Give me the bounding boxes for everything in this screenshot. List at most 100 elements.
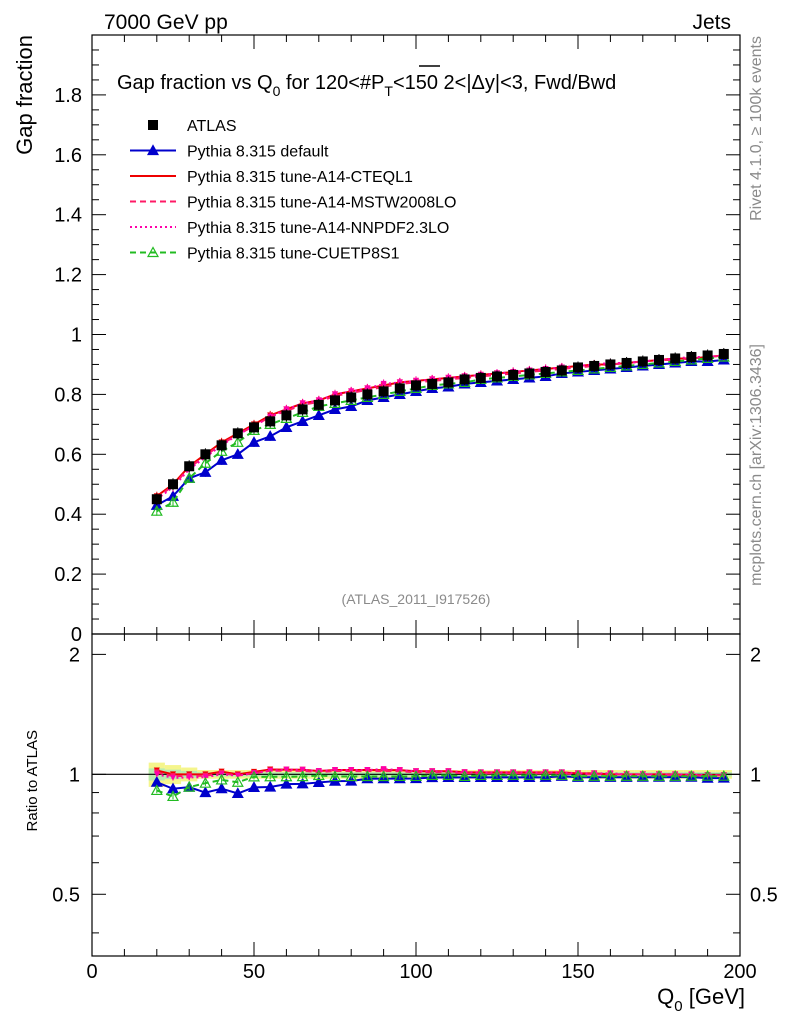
data-point <box>362 389 373 400</box>
series-point <box>380 380 387 387</box>
ratio-point <box>364 767 371 774</box>
ratio-point <box>348 767 355 774</box>
ratio-point <box>199 786 212 798</box>
y-tick-label-main: 1.2 <box>54 265 82 287</box>
data-point <box>232 428 243 439</box>
y-tick-label-main: 1.4 <box>54 205 82 227</box>
y-tick-label-main: 0.4 <box>54 504 82 526</box>
ratio-point <box>153 771 160 778</box>
ratio-point <box>312 769 325 781</box>
data-point <box>168 479 178 490</box>
ratio-point <box>474 769 487 780</box>
data-point <box>443 377 454 388</box>
data-point <box>216 440 227 451</box>
ratio-point <box>494 769 500 776</box>
data-point <box>589 360 600 371</box>
title-part-b: for 120<# <box>280 72 372 94</box>
ratio-point <box>380 766 387 773</box>
ratio-point <box>510 769 517 776</box>
data-point <box>621 357 632 368</box>
data-point <box>281 410 292 421</box>
ratio-point <box>571 770 585 781</box>
ratio-point <box>701 769 714 781</box>
ratio-point <box>558 769 565 776</box>
y-tick-label-ratio: 2 <box>69 644 80 666</box>
title-part-a: Gap fraction vs Q <box>117 72 273 94</box>
y-tick-label-main: 0.6 <box>54 444 82 466</box>
series-point <box>215 454 228 465</box>
ratio-point <box>717 769 730 781</box>
ratio-point <box>526 769 533 776</box>
ratio-point <box>215 773 228 785</box>
ratio-point <box>247 781 261 792</box>
x-tick-label: 100 <box>399 961 432 983</box>
data-point <box>508 369 519 380</box>
ratio-point <box>458 770 471 781</box>
series-line-2 <box>156 354 724 498</box>
axes: 0 50 100 150 200 0 0.2 0.4 0.6 0.8 1 1.2 1.4 1.6 1.8 0.… <box>52 34 778 983</box>
data-point <box>605 359 616 370</box>
y-tick-label-ratio-right: 1 <box>750 764 761 786</box>
ratio-point <box>588 770 601 781</box>
legend-marker-atlas <box>148 120 158 130</box>
ratio-point <box>685 769 698 781</box>
ratio-point <box>477 769 484 776</box>
y-tick-label-main: 1.8 <box>54 85 82 107</box>
legend-marker <box>146 144 160 156</box>
data-point <box>540 366 551 377</box>
chart-title: Gap fraction vs Q0 for 120<#PT<150 2<|Δy… <box>117 72 616 99</box>
ratio-point <box>231 787 244 799</box>
data-point <box>459 374 470 385</box>
ratio-point <box>264 770 277 782</box>
legend-label: Pythia 8.315 tune-A14-MSTW2008LO <box>187 195 456 212</box>
legend-label: Pythia 8.315 tune-CUETP8S1 <box>187 246 400 263</box>
series-point <box>312 409 325 420</box>
ratio-point <box>234 772 241 779</box>
data-point <box>637 356 648 367</box>
ratio-point <box>328 770 342 782</box>
data-point <box>654 354 664 365</box>
ratio-line-4 <box>156 768 724 779</box>
ratio-point <box>231 776 244 787</box>
y-tick-label-main: 1 <box>71 325 82 347</box>
ratio-point <box>166 782 180 794</box>
ratio-point <box>523 769 536 780</box>
series-point <box>231 448 244 459</box>
rivet-label: Rivet 4.1.0, ≥ 100k events <box>748 36 765 221</box>
data-point <box>524 368 535 379</box>
data-point <box>330 395 340 406</box>
data-point <box>297 404 308 415</box>
y-tick-label-ratio-right: 0.5 <box>750 884 778 906</box>
ratio-point <box>280 777 293 789</box>
series-point <box>328 403 342 414</box>
ratio-point <box>426 769 439 780</box>
ratio-point <box>183 780 196 792</box>
ratio-point <box>393 770 406 782</box>
x-tick-label: 0 <box>86 961 97 983</box>
legend-label: ATLAS <box>187 118 237 135</box>
ratio-point <box>591 770 598 777</box>
ratio-point <box>396 767 403 774</box>
ratio-point <box>296 770 309 782</box>
title-pt-p: P <box>371 72 384 94</box>
data-point <box>573 362 583 373</box>
ratio-point <box>636 770 649 781</box>
ratio-point <box>669 769 682 781</box>
x-label-unit: [GeV] <box>683 984 745 1009</box>
ratio-point <box>542 769 549 776</box>
series-point <box>183 472 196 483</box>
data-point <box>686 351 697 362</box>
ratio-point <box>409 770 423 782</box>
ratio-point <box>332 766 338 773</box>
ratio-frame <box>91 633 741 957</box>
x-label-sub: 0 <box>674 998 682 1015</box>
y-tick-label-ratio-right: 2 <box>750 644 761 666</box>
ratio-point <box>247 770 261 782</box>
legend-label: Pythia 8.315 tune-A14-NNPDF2.3LO <box>187 220 449 237</box>
x-tick-label: 200 <box>723 961 756 983</box>
data-point <box>378 386 389 397</box>
data-point <box>670 353 681 364</box>
data-point <box>718 348 729 359</box>
ratio-point <box>280 770 293 782</box>
y-axis-label-ratio: Ratio to ATLAS <box>24 730 41 831</box>
